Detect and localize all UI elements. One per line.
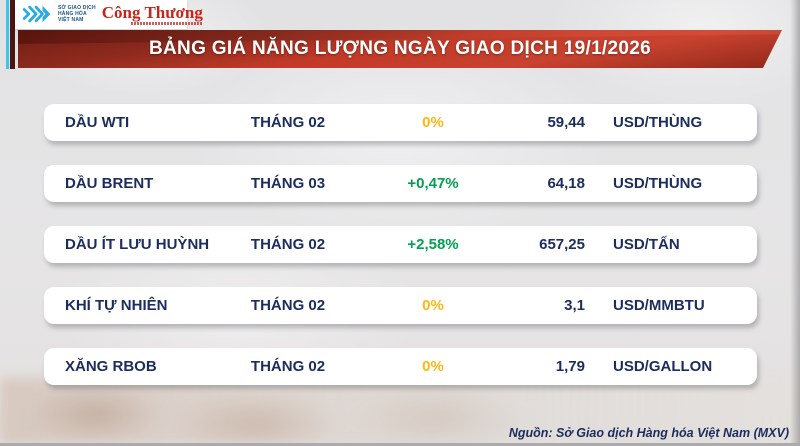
price-unit: USD/THÙNG [613, 114, 703, 131]
change-percent: +2,58% [407, 236, 459, 253]
contract-month: THÁNG 02 [250, 114, 326, 131]
commodity-name: KHÍ TỰ NHIÊN [65, 297, 168, 314]
left-accent-stripe-maroon [10, 0, 15, 69]
change-percent: 0% [422, 358, 444, 375]
page-title: BẢNG GIÁ NĂNG LƯỢNG NGÀY GIAO DỊCH 19/1/… [149, 38, 651, 59]
contract-month: THÁNG 02 [250, 358, 326, 375]
price-unit: USD/MMBTU [613, 297, 705, 314]
congthuong-tagline [130, 21, 203, 25]
price-row: KHÍ TỰ NHIÊN THÁNG 02 0% 3,1 USD/MMBTU [44, 287, 757, 324]
background-bottom-edge [0, 443, 800, 446]
change-percent: 0% [422, 297, 444, 314]
price-row: XĂNG RBOB THÁNG 02 0% 1,79 USD/GALLON [44, 348, 757, 385]
price-row: DẦU BRENT THÁNG 03 +0,47% 64,18 USD/THÙN… [44, 165, 757, 202]
price-value: 1,79 [555, 358, 585, 375]
price-value: 64,18 [547, 175, 585, 192]
change-percent: +0,47% [407, 175, 459, 192]
contract-month: THÁNG 02 [250, 297, 326, 314]
change-percent: 0% [422, 114, 444, 131]
title-banner: BẢNG GIÁ NĂNG LƯỢNG NGÀY GIAO DỊCH 19/1/… [18, 30, 782, 68]
source-credit: Nguồn: Sở Giao dịch Hàng hóa Việt Nam (M… [508, 426, 789, 440]
commodity-name: DẦU ÍT LƯU HUỲNH [65, 236, 210, 253]
price-row: DẦU WTI THÁNG 02 0% 59,44 USD/THÙNG [44, 104, 757, 141]
background-warm-blur [0, 378, 800, 444]
price-value: 3,1 [564, 297, 585, 314]
mxv-org-name: SỞ GIAO DỊCH HÀNG HÓA VIỆT NAM [58, 5, 96, 23]
price-row: DẦU ÍT LƯU HUỲNH THÁNG 02 +2,58% 657,25 … [44, 226, 757, 263]
left-accent-stripe-cyan [6, 0, 9, 69]
background-right-shade [790, 0, 800, 446]
commodity-name: DẦU WTI [65, 114, 130, 131]
commodity-name: DẦU BRENT [65, 175, 154, 192]
mxv-chevrons-icon [22, 5, 51, 23]
contract-month: THÁNG 03 [250, 175, 326, 192]
price-unit: USD/THÙNG [613, 175, 703, 192]
congthuong-logo: Công Thương [102, 4, 203, 25]
price-value: 657,25 [539, 236, 585, 253]
price-value: 59,44 [547, 114, 585, 131]
price-unit: USD/GALLON [613, 358, 713, 375]
commodity-name: XĂNG RBOB [65, 358, 157, 375]
contract-month: THÁNG 02 [250, 236, 326, 253]
price-unit: USD/TẤN [613, 236, 680, 253]
congthuong-wordmark: Công Thương [101, 2, 203, 22]
logo-plate: SỞ GIAO DỊCH HÀNG HÓA VIỆT NAM Công Thươ… [15, 0, 203, 29]
